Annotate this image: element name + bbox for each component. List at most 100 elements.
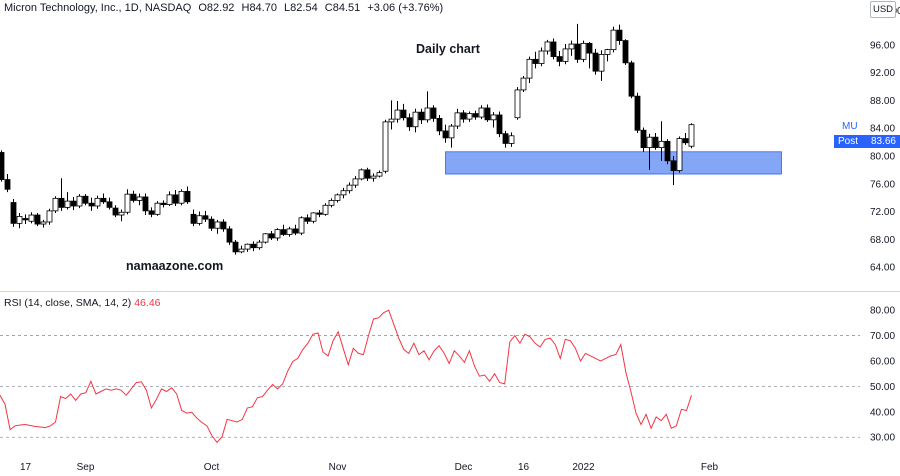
- candle-body: [664, 140, 671, 162]
- candle-body: [604, 49, 611, 55]
- candle-body: [298, 217, 305, 234]
- candle-body: [214, 221, 221, 229]
- price-tick-label: 96.00: [870, 40, 895, 51]
- post-value: 83.66: [870, 136, 896, 147]
- candle-body: [532, 58, 539, 64]
- candle-body: [238, 248, 245, 253]
- axes: 64.00 68.00 72.00 76.00 80.00 84.00 88.00 92.00…: [0, 6, 900, 473]
- post-label: Post: [838, 136, 859, 147]
- rsi-label: RSI (14, close, SMA, 14, 2): [4, 297, 132, 309]
- candle-body: [652, 136, 659, 149]
- highlight-zone-layer: [445, 151, 782, 175]
- candle-body: [448, 125, 455, 139]
- candle-body: [628, 62, 635, 97]
- candle-body: [280, 229, 287, 235]
- candle-body: [472, 113, 479, 118]
- candle-body: [658, 140, 665, 149]
- x-tick-label: 16: [518, 462, 530, 473]
- candle-body: [328, 200, 335, 206]
- candle-body: [394, 109, 401, 120]
- rsi-value: 46.46: [134, 297, 161, 309]
- candle-body: [172, 194, 179, 204]
- candle-body: [220, 221, 227, 230]
- price-tick-label: 76.00: [870, 179, 895, 190]
- candle-body: [400, 109, 407, 119]
- candle-body: [0, 152, 5, 180]
- price-tick-label: 64.00: [870, 263, 895, 274]
- candle-body: [286, 228, 293, 235]
- candle-body: [82, 195, 89, 204]
- candle-body: [616, 29, 623, 41]
- candle-body: [478, 107, 485, 118]
- currency-badge[interactable]: USD: [870, 1, 896, 18]
- rsi-tick-label: 70.00: [870, 331, 895, 342]
- candle-body: [598, 54, 605, 72]
- candle-body: [358, 169, 365, 180]
- candle-body: [58, 197, 65, 208]
- candle-body: [64, 200, 71, 208]
- candle-body: [424, 107, 431, 121]
- rsi-layer: [0, 309, 860, 444]
- candle-body: [208, 218, 215, 229]
- candle-body: [34, 214, 41, 225]
- candle-body: [76, 195, 83, 207]
- candle-body: [4, 179, 11, 190]
- candle-body: [406, 117, 413, 128]
- candle-body: [148, 210, 155, 215]
- rsi-tick-label: 50.00: [870, 382, 895, 393]
- candle-body: [646, 136, 653, 149]
- symbol-header: Micron Technology, Inc., 1D, NASDAQ O82.…: [4, 2, 447, 14]
- x-tick-label: Nov: [329, 462, 347, 473]
- price-tick-label: 84.00: [870, 124, 895, 135]
- candle-body: [304, 217, 311, 222]
- x-tick-label: 2022: [572, 462, 595, 473]
- ohlc-change: +3.06 (+3.76%): [367, 2, 444, 14]
- price-tick-label: 68.00: [870, 235, 895, 246]
- candle-body: [40, 221, 47, 225]
- x-tick-label: Feb: [701, 462, 719, 473]
- candle-body: [250, 243, 257, 249]
- x-tick-label: Dec: [455, 462, 473, 473]
- candle-body: [166, 194, 173, 205]
- candle-body: [130, 193, 137, 201]
- candle-body: [592, 52, 599, 72]
- candle-body: [70, 200, 77, 207]
- ohlc-open: O82.92: [198, 2, 235, 14]
- candle-body: [232, 241, 239, 253]
- candle-body: [244, 243, 251, 250]
- candle-body: [640, 129, 647, 149]
- candle-body: [46, 210, 53, 223]
- candle-body: [580, 42, 587, 60]
- candle-body: [160, 202, 167, 206]
- candle-body: [346, 184, 353, 192]
- candle-body: [112, 207, 119, 216]
- x-tick-label: 17: [20, 462, 32, 473]
- price-candles: [0, 23, 695, 255]
- candle-body: [436, 118, 443, 132]
- candle-body: [550, 41, 557, 57]
- ohlc-close: C84.51: [324, 2, 361, 14]
- candle-body: [88, 202, 95, 207]
- candle-body: [454, 112, 461, 127]
- candle-body: [514, 89, 521, 119]
- candle-body: [688, 124, 695, 147]
- candle-body: [292, 228, 299, 234]
- ohlc-low: L82.54: [284, 2, 318, 14]
- candle-body: [184, 190, 191, 203]
- candle-body: [334, 194, 341, 201]
- candle-body: [322, 204, 329, 215]
- candle-body: [364, 169, 371, 179]
- candle-body: [556, 56, 563, 62]
- candle-body: [496, 114, 503, 135]
- candle-body: [316, 212, 323, 215]
- candle-body: [574, 43, 581, 60]
- rsi-tick-label: 40.00: [870, 407, 895, 418]
- price-tick-label: 88.00: [870, 96, 895, 107]
- chart-title: Daily chart: [416, 42, 480, 56]
- candle-body: [268, 233, 275, 239]
- candle-body: [460, 112, 467, 120]
- rsi-tick-label: 30.00: [870, 433, 895, 444]
- candle-body: [100, 197, 107, 203]
- rsi-line: [0, 309, 692, 444]
